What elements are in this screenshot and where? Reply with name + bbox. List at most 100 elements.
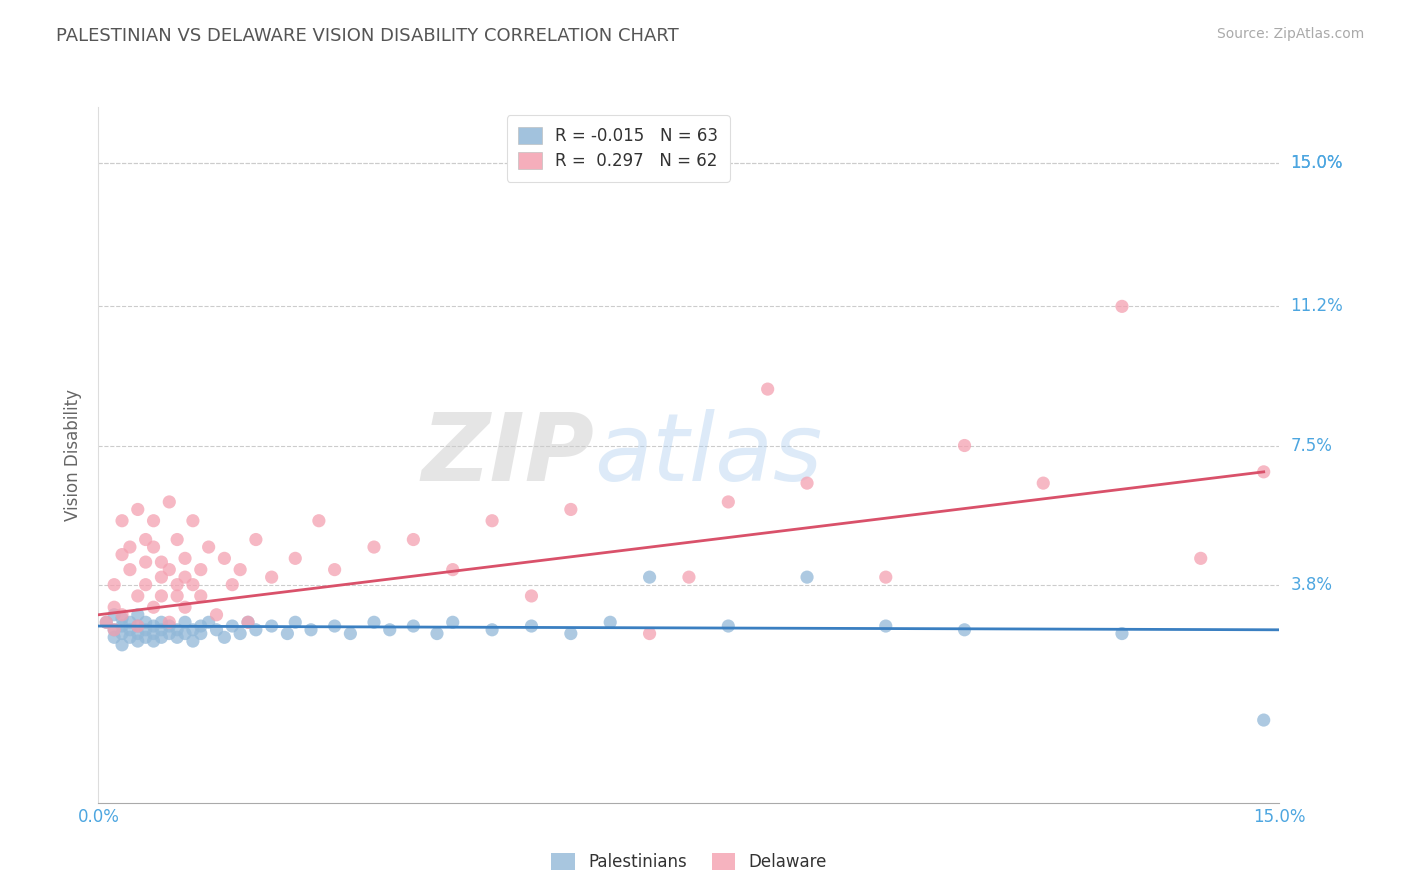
Point <box>174 600 197 615</box>
Point <box>245 623 267 637</box>
Point <box>717 619 740 633</box>
Point <box>111 638 134 652</box>
Point <box>276 626 298 640</box>
Point <box>157 615 180 630</box>
Point <box>103 607 125 622</box>
Point <box>118 615 141 630</box>
Point <box>481 514 503 528</box>
Point <box>599 615 621 630</box>
Legend: Palestinians, Delaware: Palestinians, Delaware <box>544 847 834 878</box>
Point <box>214 630 236 644</box>
Point <box>221 619 243 633</box>
Point <box>205 623 228 637</box>
Point <box>323 563 346 577</box>
Point <box>127 589 149 603</box>
Point <box>1189 551 1212 566</box>
Point <box>111 548 134 562</box>
Point <box>284 615 307 630</box>
Point <box>378 623 401 637</box>
Point <box>236 615 259 630</box>
Point <box>638 626 661 640</box>
Point <box>150 570 173 584</box>
Point <box>142 514 165 528</box>
Point <box>150 630 173 644</box>
Point <box>1253 713 1275 727</box>
Point <box>127 634 149 648</box>
Point <box>236 615 259 630</box>
Point <box>157 626 180 640</box>
Point <box>181 623 204 637</box>
Point <box>197 540 219 554</box>
Text: 7.5%: 7.5% <box>1291 436 1333 455</box>
Point <box>1111 626 1133 640</box>
Point <box>142 540 165 554</box>
Point <box>426 626 449 640</box>
Point <box>402 533 425 547</box>
Point <box>339 626 361 640</box>
Point <box>756 382 779 396</box>
Point <box>190 589 212 603</box>
Point <box>197 615 219 630</box>
Point <box>323 619 346 633</box>
Point <box>363 615 385 630</box>
Point <box>796 570 818 584</box>
Y-axis label: Vision Disability: Vision Disability <box>65 389 83 521</box>
Point <box>520 619 543 633</box>
Text: PALESTINIAN VS DELAWARE VISION DISABILITY CORRELATION CHART: PALESTINIAN VS DELAWARE VISION DISABILIT… <box>56 27 679 45</box>
Point <box>560 502 582 516</box>
Text: 11.2%: 11.2% <box>1291 297 1343 316</box>
Point <box>1111 299 1133 313</box>
Point <box>157 563 180 577</box>
Point <box>174 615 197 630</box>
Point <box>135 533 157 547</box>
Point <box>103 623 125 637</box>
Point <box>1032 476 1054 491</box>
Point <box>127 619 149 633</box>
Point <box>157 495 180 509</box>
Point <box>441 615 464 630</box>
Point <box>560 626 582 640</box>
Point <box>520 589 543 603</box>
Point <box>142 600 165 615</box>
Point <box>174 570 197 584</box>
Point <box>166 623 188 637</box>
Point <box>441 563 464 577</box>
Point <box>150 615 173 630</box>
Point <box>363 540 385 554</box>
Point <box>260 570 283 584</box>
Point <box>174 626 197 640</box>
Point <box>166 577 188 591</box>
Point <box>875 570 897 584</box>
Point <box>127 607 149 622</box>
Point <box>103 600 125 615</box>
Point <box>118 563 141 577</box>
Point <box>135 630 157 644</box>
Point <box>181 634 204 648</box>
Point <box>245 533 267 547</box>
Point <box>135 615 157 630</box>
Text: 15.0%: 15.0% <box>1291 154 1343 172</box>
Point <box>166 533 188 547</box>
Point <box>402 619 425 633</box>
Point <box>678 570 700 584</box>
Text: atlas: atlas <box>595 409 823 500</box>
Point <box>190 619 212 633</box>
Point <box>96 615 118 630</box>
Point <box>229 563 252 577</box>
Point <box>118 630 141 644</box>
Point <box>111 611 134 625</box>
Point <box>1253 465 1275 479</box>
Point <box>150 589 173 603</box>
Text: 15.0%: 15.0% <box>1291 154 1343 172</box>
Point <box>953 438 976 452</box>
Point <box>96 615 118 630</box>
Point <box>103 623 125 637</box>
Point <box>953 623 976 637</box>
Point <box>205 607 228 622</box>
Point <box>135 555 157 569</box>
Point <box>127 502 149 516</box>
Point <box>638 570 661 584</box>
Point <box>229 626 252 640</box>
Point <box>111 619 134 633</box>
Point <box>157 619 180 633</box>
